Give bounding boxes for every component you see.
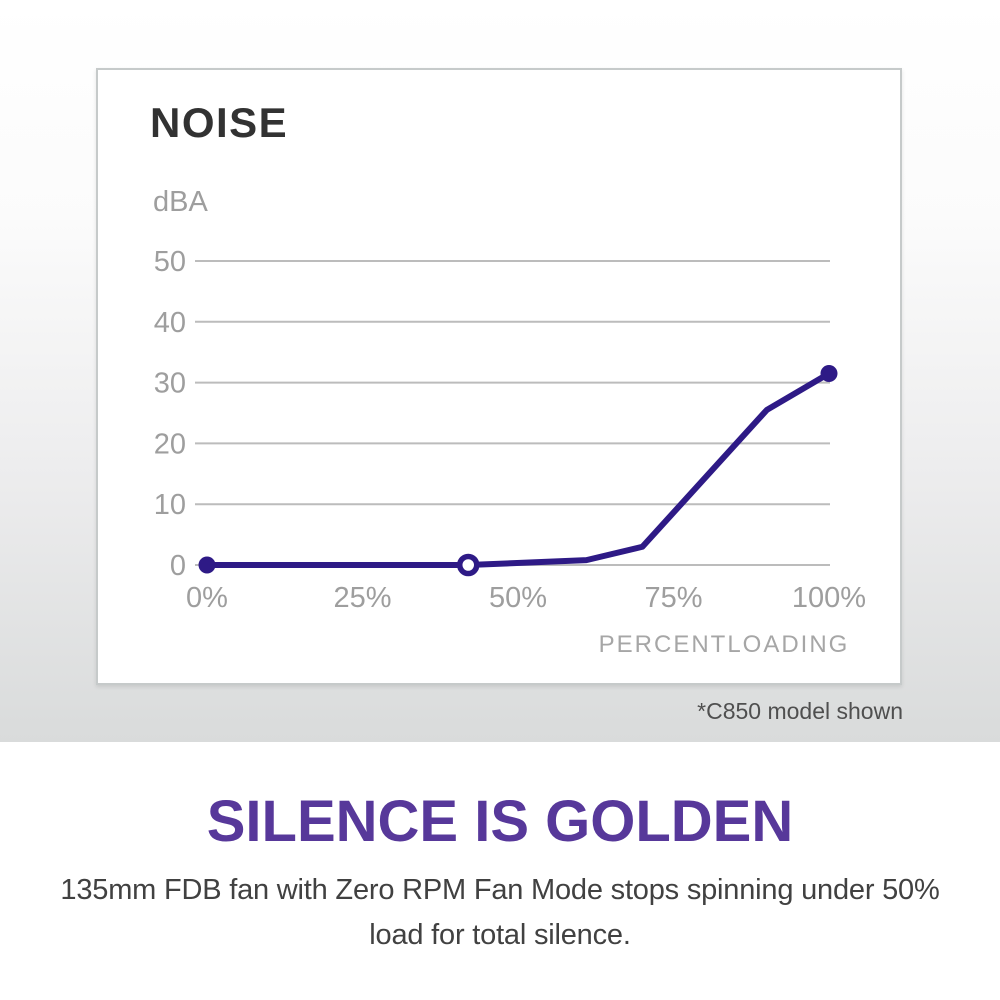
x-tick-label: 100% — [792, 582, 866, 614]
y-tick-label: 0 — [170, 550, 186, 582]
x-tick-label: 50% — [489, 582, 547, 614]
headline: SILENCE IS GOLDEN — [206, 789, 794, 854]
y-axis-unit-label: dBA — [153, 186, 208, 218]
chart-title: NOISE — [150, 99, 289, 146]
data-point-filled-marker — [820, 364, 838, 382]
x-tick-label: 0% — [186, 582, 228, 614]
body-line-2: load for total silence. — [369, 919, 631, 951]
y-tick-label: 50 — [154, 246, 186, 278]
body-line-1: 135mm FDB fan with Zero RPM Fan Mode sto… — [60, 874, 940, 906]
y-tick-label: 40 — [154, 307, 186, 339]
x-tick-label: 25% — [333, 582, 391, 614]
x-axis-label: PERCENTLOADING — [599, 631, 850, 658]
data-point-filled-marker — [198, 556, 216, 574]
model-footnote: *C850 model shown — [697, 698, 903, 724]
data-point-open-marker — [456, 553, 480, 577]
y-tick-label: 20 — [154, 428, 186, 460]
hero-section: NOISE 0 10 20 30 40 50 dBA 0% 25% 50% 75% 100% PERCE… — [0, 0, 1000, 742]
y-tick-label: 10 — [154, 489, 186, 521]
y-tick-label: 30 — [154, 368, 186, 400]
noise-line-chart: 0 10 20 30 40 50 dBA 0% 25% 50% 75% 100% PERCENTLOAD… — [153, 186, 866, 658]
noise-series-line — [204, 370, 832, 568]
body-text: 135mm FDB fan with Zero RPM Fan Mode sto… — [0, 868, 1000, 958]
caption-section: SILENCE IS GOLDEN 135mm FDB fan with Zer… — [0, 742, 1000, 1000]
noise-chart-card: NOISE 0 10 20 30 40 50 dBA 0% 25% 50% 75% 100% PERCE… — [96, 68, 902, 685]
x-tick-label: 75% — [644, 582, 702, 614]
